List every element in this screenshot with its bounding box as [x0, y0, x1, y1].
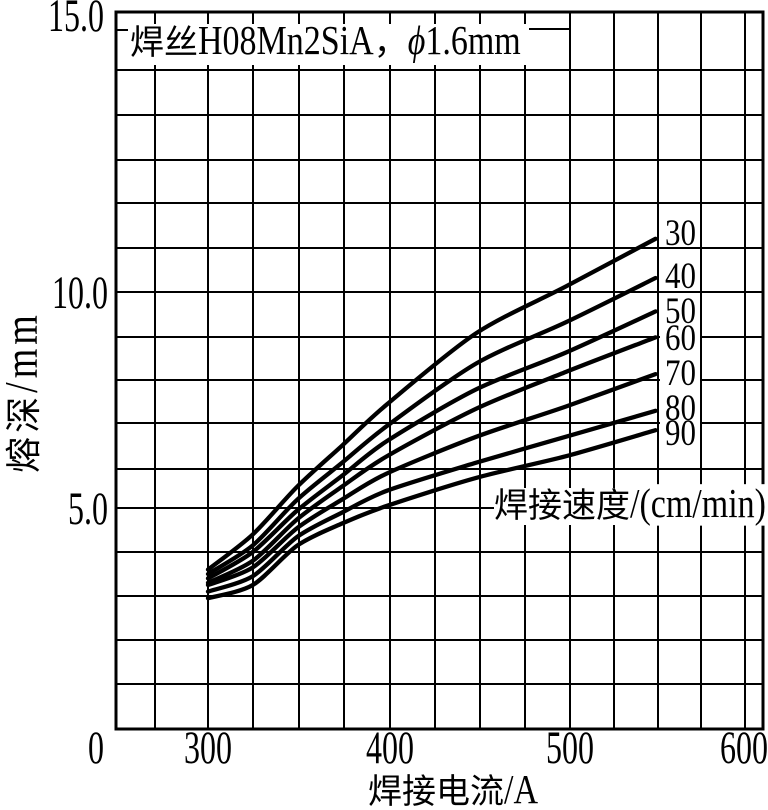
curve-label-mask	[660, 262, 700, 288]
x-axis-title-unit: /A	[504, 767, 538, 810]
y-axis-title-cjk: 熔深	[4, 392, 44, 473]
curve-label-90: 90	[665, 411, 696, 454]
curve-label-mask	[660, 419, 700, 445]
y-tick-label-5.0: 5.0	[68, 481, 108, 535]
curve-label-mask	[660, 297, 700, 323]
curve-label-80: 80	[665, 386, 696, 429]
annotation-diameter: 1.6mm	[425, 18, 521, 64]
curve-label-70: 70	[665, 351, 696, 394]
y-axis-title: 熔深/mm	[0, 311, 47, 473]
curve-label-50: 50	[665, 289, 696, 332]
series-group-label-unit: /(cm/min)	[630, 481, 766, 527]
y-tick-label-10.0: 10.0	[52, 265, 108, 319]
curve-speed-30	[205, 236, 658, 572]
curve-speed-40	[205, 275, 658, 577]
curve-label-mask	[660, 394, 700, 420]
x-axis-title: 焊接电流/A	[368, 770, 538, 810]
curve-label-mask	[660, 219, 700, 245]
annotation-wire-prefix: 焊丝	[130, 25, 198, 62]
curve-speed-70	[205, 371, 658, 588]
annotation-phi-symbol: ϕ	[407, 18, 426, 64]
curve-label-60: 60	[665, 316, 696, 359]
x-axis-title-cjk: 焊接电流	[368, 774, 504, 810]
series-group-label-cjk: 焊接速度	[494, 488, 630, 525]
x-tick-label-400: 400	[366, 720, 414, 774]
curve-label-40: 40	[665, 254, 696, 297]
curve-speed-90	[205, 428, 658, 601]
y-axis-title-unit: /mm	[0, 311, 48, 393]
y-tick-label-15.0: 15.0	[48, 0, 104, 42]
annotation-wire-code: H08Mn2SiA	[198, 18, 374, 64]
curve-label-30: 30	[665, 211, 696, 254]
x-tick-label-500: 500	[546, 720, 594, 774]
curve-speed-80	[205, 408, 658, 594]
curve-label-mask	[660, 324, 700, 350]
plot-frame	[114, 10, 765, 731]
series-group-label: 焊接速度/(cm/min)	[494, 484, 766, 526]
x-tick-label-300: 300	[184, 720, 232, 774]
x-tick-label-600: 600	[720, 720, 768, 774]
chart-annotation: 焊丝H08Mn2SiA，ϕ1.6mm	[128, 18, 529, 65]
annotation-comma: ，	[373, 25, 408, 62]
curve-label-mask	[660, 359, 700, 385]
x-tick-label-0: 0	[88, 720, 104, 774]
curve-speed-60	[205, 335, 658, 585]
curve-speed-50	[205, 309, 658, 581]
